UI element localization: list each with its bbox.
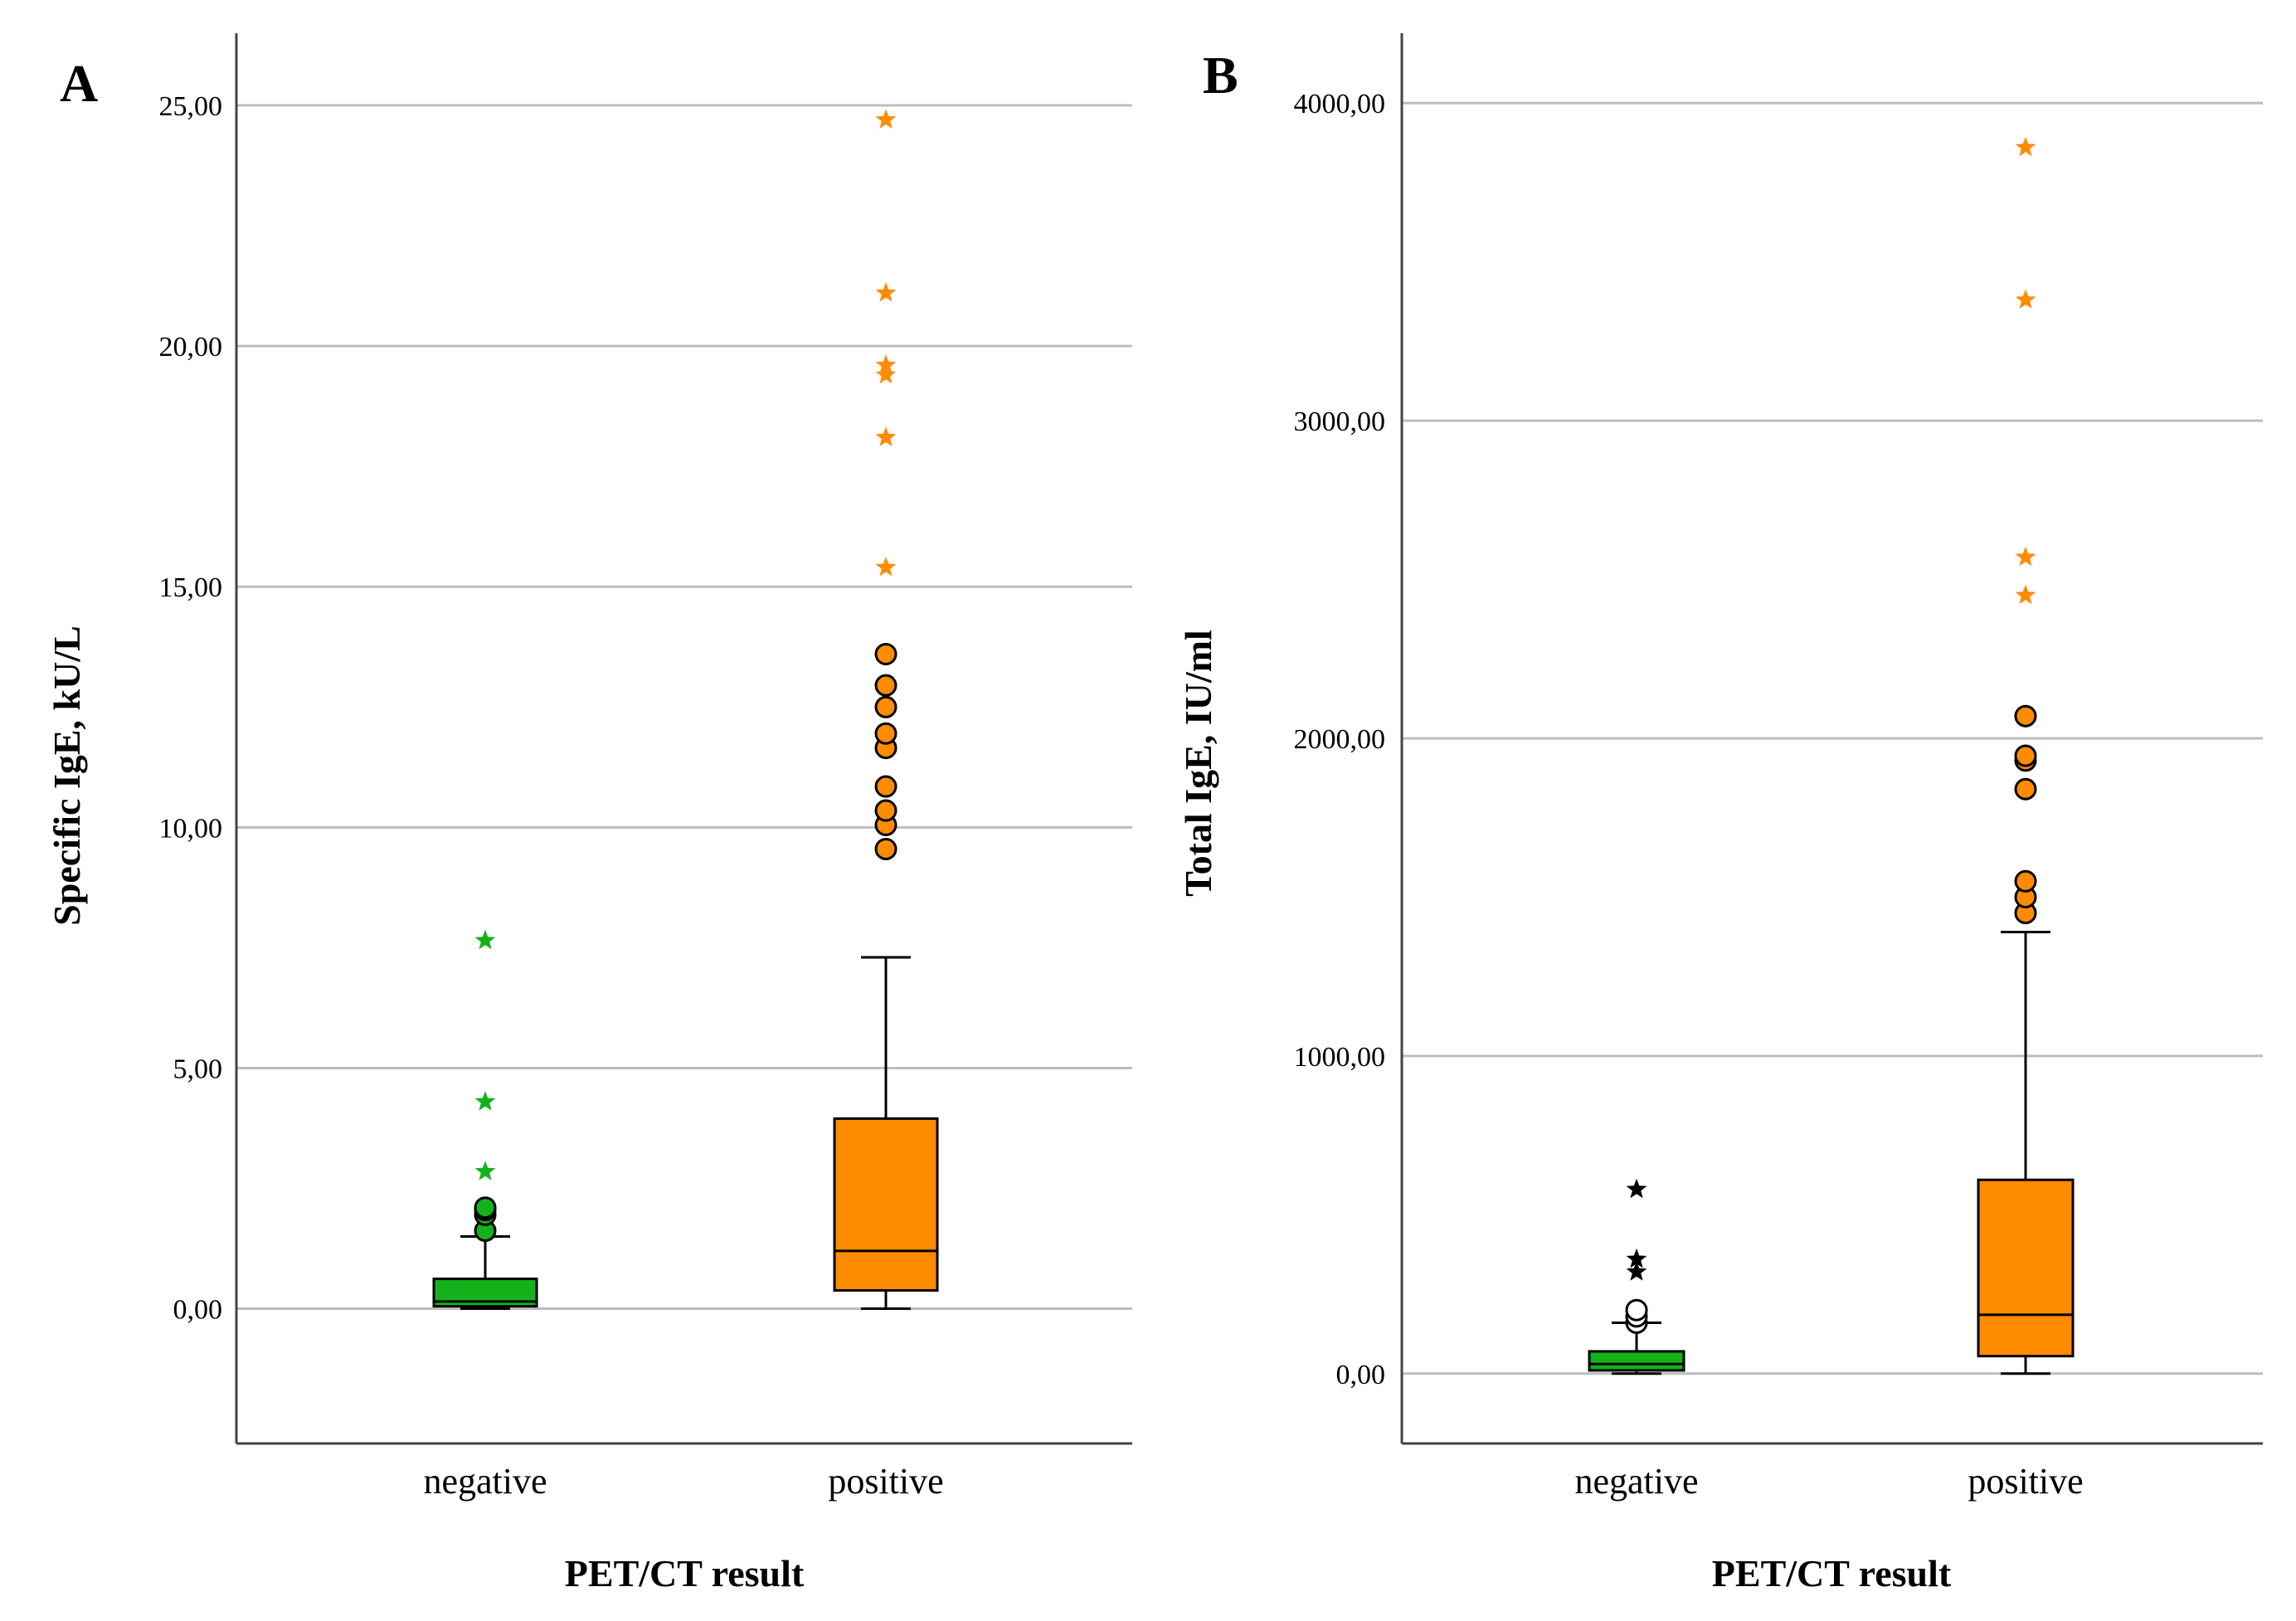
panel-a-boxplot: A Specific IgE, kU/L PET/CT result 0,00 5… [46, 33, 1132, 1594]
panel-b-positive-box [1977, 1178, 2075, 1358]
panel-a-positive-extreme-point [875, 109, 897, 129]
panel-b-boxplot: B Total IgE, IU/ml PET/CT result 0,00 100… [1177, 33, 2263, 1594]
panel-b-positive-outlier-point [2014, 777, 2037, 801]
panel-a-positive-category-label: positive [828, 1461, 943, 1502]
panel-a-y-tick-label: 25,00 [159, 91, 223, 122]
panel-a-positive-extreme-point [875, 557, 897, 577]
panel-b-negative-extreme-point [1626, 1178, 1647, 1199]
panel-b-positive-category-label: positive [1968, 1461, 2083, 1502]
panel-a-positive-outlier-point [874, 722, 897, 745]
panel-b-positive-outlier-point [2014, 744, 2037, 767]
panel-a-positive-extreme-point [875, 426, 897, 446]
panel-b-positive-extreme-point [2015, 546, 2036, 567]
panel-a-y-tick-label: 5,00 [173, 1054, 223, 1084]
panel-a-y-tick-label: 20,00 [159, 332, 223, 363]
panel-a-negative-extreme-point [474, 1161, 496, 1180]
panel-a-positive-extreme-point [875, 282, 897, 302]
panel-a-positive-extreme-point [875, 363, 897, 384]
panel-b-negative-extreme-point [1626, 1248, 1647, 1268]
panel-a-y-tick-label: 10,00 [159, 813, 223, 844]
panel-b-y-tick-label: 2000,00 [1294, 724, 1386, 755]
panel-a-positive-outlier-point [874, 775, 897, 798]
panel-b-negative-extreme-point [1626, 1261, 1647, 1281]
panel-b-negative-category-label: negative [1574, 1461, 1698, 1502]
panel-a-positive-outlier-point [874, 695, 897, 718]
panel-b-positive-outlier-point [2014, 869, 2037, 893]
panel-a-positive-outlier-point [874, 799, 897, 822]
panel-b-positive-extreme-point [2015, 136, 2036, 157]
panel-b-positive-extreme-point [2015, 584, 2036, 605]
panel-a-y-tick-label: 0,00 [173, 1295, 223, 1326]
panel-a-positive-outlier-point [874, 837, 897, 860]
panel-a-positive-extreme-point [875, 354, 897, 374]
panel-b-positive-extreme-point [2015, 289, 2036, 309]
panel-letter-a: A [60, 54, 98, 113]
panel-a-negative-category-label: negative [423, 1461, 547, 1502]
panel-b-negative-box [1588, 1350, 1686, 1372]
panel-b-y-tick-label: 4000,00 [1294, 89, 1386, 119]
panel-b-y-tick-label: 0,00 [1336, 1360, 1386, 1390]
panel-a-negative-extreme-point [474, 1091, 496, 1111]
panel-b-negative-outlier-point [1625, 1298, 1648, 1322]
panel-a-negative-extreme-point [474, 929, 496, 950]
panel-a-positive-outlier-point [874, 642, 897, 665]
panel-b-y-tick-label: 1000,00 [1294, 1042, 1386, 1073]
panel-a-positive-outlier-point [874, 674, 897, 697]
panel-a-y-axis-title: Specific IgE, kU/L [46, 626, 88, 926]
panel-letter-b: B [1203, 46, 1238, 105]
panel-b-positive-outlier-point [2014, 704, 2037, 728]
panel-a-negative-outlier-point [474, 1196, 497, 1219]
panel-b-x-axis-title: PET/CT result [1712, 1552, 1952, 1594]
panel-a-y-tick-label: 15,00 [159, 572, 223, 603]
panel-a-positive-box [833, 1117, 939, 1292]
panel-a-x-axis-title: PET/CT result [565, 1552, 805, 1594]
panel-b-y-axis-title: Total IgE, IU/ml [1177, 630, 1219, 897]
panel-b-y-tick-label: 3000,00 [1294, 406, 1386, 437]
